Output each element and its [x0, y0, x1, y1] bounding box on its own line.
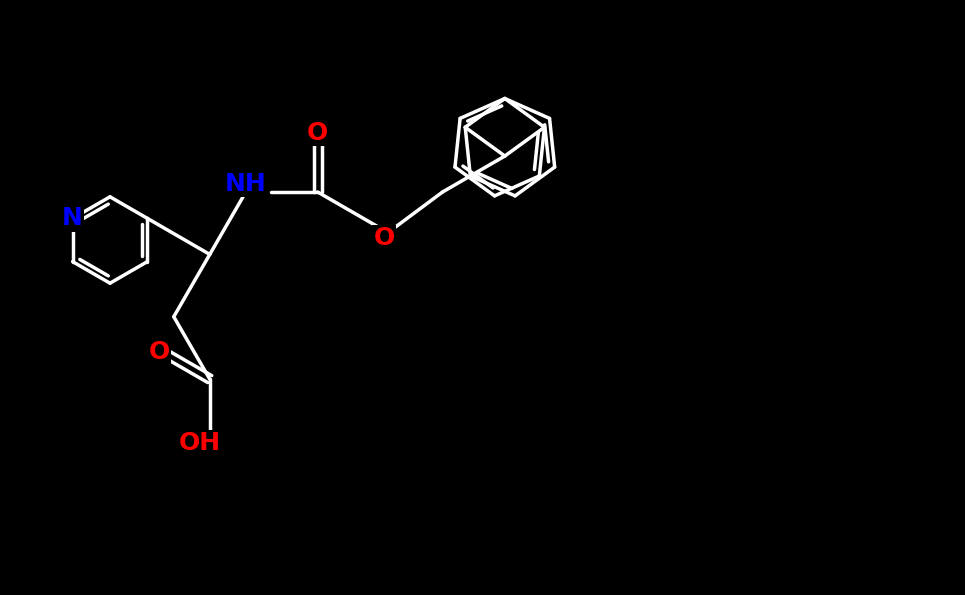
- Text: N: N: [62, 206, 83, 230]
- Text: OH: OH: [179, 431, 221, 455]
- Text: O: O: [149, 340, 170, 364]
- Text: O: O: [307, 121, 328, 145]
- Text: NH: NH: [225, 172, 266, 196]
- Text: O: O: [373, 226, 395, 250]
